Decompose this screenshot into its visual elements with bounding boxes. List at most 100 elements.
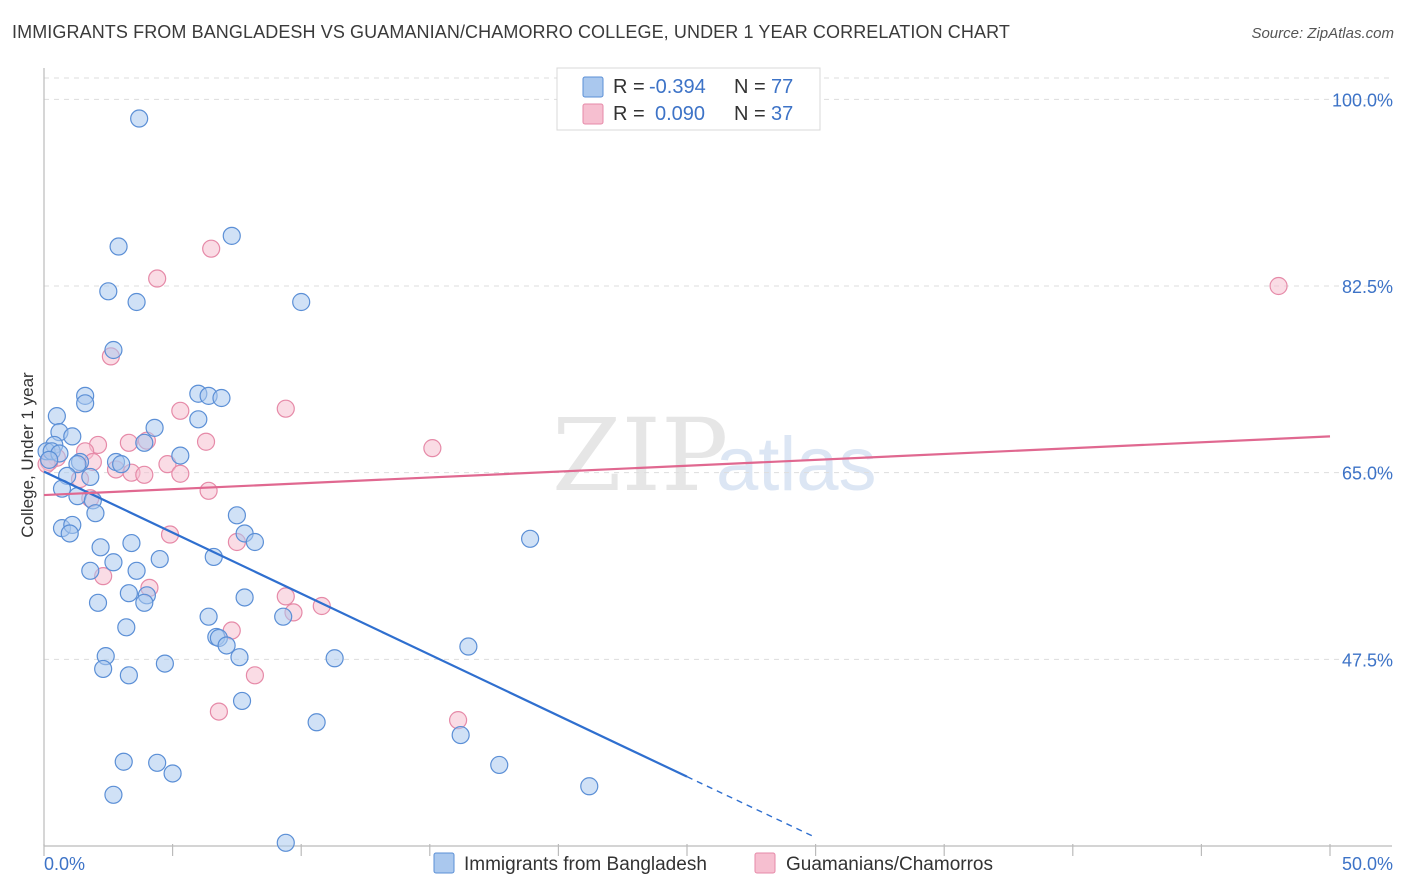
series-legend: Immigrants from Bangladesh Guamanians/Ch… [433, 852, 993, 875]
watermark-atlas: atlas [716, 422, 877, 507]
bottom-legend-swatch-guamanians [754, 852, 776, 874]
bangladesh-point [117, 618, 136, 637]
bangladesh-point [99, 282, 118, 301]
watermark-zip: ZIP [552, 397, 728, 514]
bangladesh-point [91, 538, 110, 557]
bangladesh-point [135, 593, 154, 612]
guamanians-point [245, 666, 265, 685]
tick-labels: 100.0% 82.5% 65.0% 47.5% 0.0% 50.0% [44, 90, 1393, 874]
bangladesh-point [155, 654, 174, 673]
bangladesh-point [60, 524, 79, 543]
guamanians-trend-line [43, 435, 1331, 497]
bangladesh-point [88, 593, 108, 612]
bangladesh-point [171, 446, 190, 465]
bangladesh-point [232, 691, 252, 711]
bangladesh-point [292, 292, 311, 312]
bangladesh-point [245, 532, 265, 552]
guamanians-point [158, 455, 177, 474]
bangladesh-point [135, 433, 154, 452]
bangladesh-point [459, 637, 478, 656]
gridlines [44, 77, 1392, 660]
bangladesh-point [212, 388, 231, 408]
bangladesh-point [86, 504, 105, 523]
y-tick-label: 82.5% [1342, 277, 1393, 297]
bangladesh-point [68, 455, 87, 474]
bangladesh-point [119, 666, 138, 685]
guamanians-point [135, 465, 154, 484]
bangladesh-point [40, 450, 59, 469]
legend-r-value-1: -0.394 [649, 76, 706, 98]
chart-source: Source: ZipAtlas.com [1251, 25, 1394, 42]
bangladesh-point [150, 549, 169, 569]
series-guamanians-points [37, 239, 1288, 730]
bangladesh-point [81, 561, 100, 580]
x-tick-label: 0.0% [44, 854, 85, 874]
guamanians-point [448, 711, 468, 730]
bangladesh-point [130, 109, 149, 128]
bangladesh-trend-line [43, 470, 688, 778]
legend-n-label-1: N = [734, 76, 766, 98]
legend-r-value-2: 0.090 [655, 103, 705, 125]
guamanians-point [209, 702, 228, 721]
bangladesh-point [307, 713, 326, 732]
chart-title: IMMIGRANTS FROM BANGLADESH VS GUAMANIAN/… [12, 22, 1010, 42]
bangladesh-point [104, 340, 123, 360]
bangladesh-trend-extension [686, 776, 816, 839]
bangladesh-point [112, 455, 131, 474]
bangladesh-point [274, 607, 293, 626]
bangladesh-point [127, 561, 146, 580]
bangladesh-point [47, 407, 66, 426]
bangladesh-point [127, 292, 146, 312]
bangladesh-point [114, 752, 133, 771]
guamanians-point [423, 439, 442, 458]
guamanians-point [202, 239, 221, 258]
bangladesh-point [189, 410, 208, 429]
bangladesh-point [76, 394, 95, 413]
bangladesh-point [145, 418, 164, 437]
legend-swatch-bangladesh [582, 76, 604, 98]
guamanians-point [171, 464, 190, 483]
bangladesh-point [222, 226, 241, 245]
bottom-legend-swatch-bangladesh [433, 852, 455, 874]
y-tick-label: 47.5% [1342, 650, 1393, 670]
bangladesh-point [521, 529, 540, 548]
bangladesh-point [451, 725, 470, 745]
bottom-legend-label-guamanians: Guamanians/Chamorros [786, 854, 993, 875]
bangladesh-point [94, 659, 113, 679]
bangladesh-point [235, 588, 254, 607]
bangladesh-point [122, 533, 141, 553]
guamanians-point [276, 399, 295, 418]
bottom-legend-label-bangladesh: Immigrants from Bangladesh [464, 854, 707, 875]
guamanians-point [171, 401, 190, 420]
bangladesh-point [119, 584, 138, 603]
legend-r-label-2: R = [613, 103, 645, 125]
guamanians-point [196, 432, 216, 451]
legend-swatch-guamanians [582, 103, 604, 125]
guamanians-point [1269, 276, 1288, 296]
guamanians-point [148, 269, 167, 288]
guamanians-point [199, 481, 218, 500]
legend-n-label-2: N = [734, 103, 766, 125]
trend-lines [43, 435, 1331, 839]
legend-n-value-2: 37 [771, 103, 793, 125]
bangladesh-point [227, 506, 246, 525]
bangladesh-point [230, 648, 249, 667]
bangladesh-point [81, 467, 100, 487]
series-bangladesh-points [37, 109, 599, 852]
bangladesh-point [104, 553, 123, 572]
bangladesh-point [217, 636, 236, 655]
y-tick-label: 65.0% [1342, 464, 1393, 484]
bangladesh-point [276, 833, 295, 852]
bangladesh-point [109, 237, 128, 256]
y-tick-label: 100.0% [1332, 90, 1393, 110]
legend-n-value-1: 77 [771, 76, 793, 98]
bangladesh-point [580, 777, 599, 796]
bangladesh-point [104, 785, 123, 804]
bangladesh-point [148, 753, 167, 772]
bangladesh-point [163, 764, 182, 783]
bangladesh-point [63, 427, 82, 446]
y-axis-label: College, Under 1 year [18, 372, 37, 538]
bangladesh-point [490, 755, 509, 775]
bangladesh-point [199, 607, 218, 626]
guamanians-point [119, 433, 138, 452]
